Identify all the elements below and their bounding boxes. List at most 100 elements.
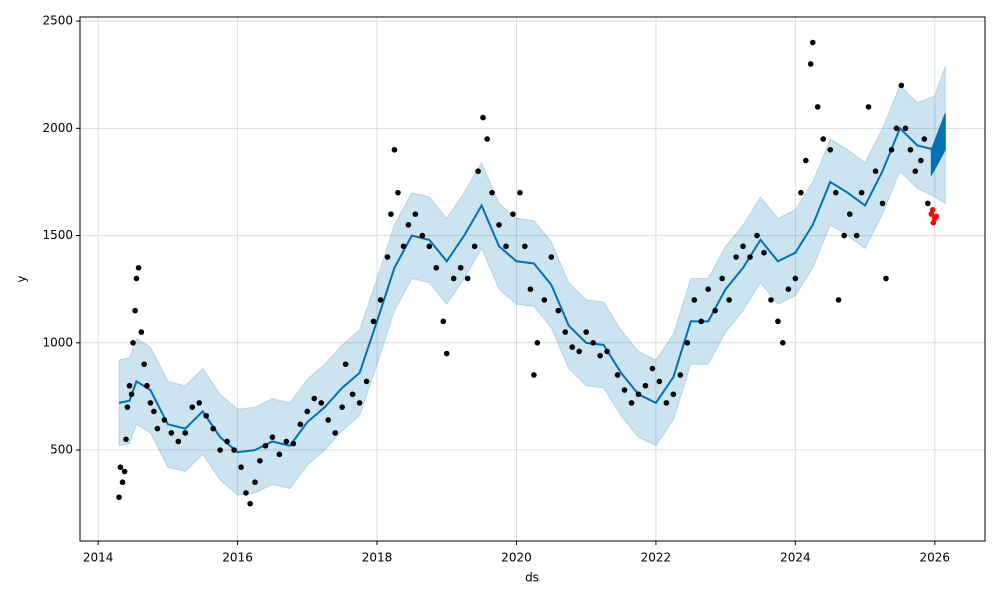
y-tick-label: 2000 bbox=[42, 121, 73, 135]
data-point bbox=[583, 329, 589, 335]
data-point bbox=[841, 232, 847, 239]
data-point bbox=[339, 404, 345, 410]
data-point bbox=[182, 430, 189, 436]
data-point bbox=[832, 189, 839, 196]
data-point bbox=[548, 254, 555, 260]
data-point bbox=[210, 425, 216, 432]
data-point bbox=[419, 232, 426, 239]
y-tick-label: 1000 bbox=[42, 335, 73, 349]
data-point bbox=[128, 391, 135, 398]
x-tick-label: 2014 bbox=[83, 551, 114, 565]
data-point bbox=[918, 157, 924, 164]
data-point bbox=[846, 211, 853, 217]
data-point bbox=[363, 378, 370, 385]
data-point bbox=[726, 297, 732, 303]
data-point bbox=[670, 391, 677, 398]
data-point bbox=[130, 340, 136, 346]
data-point bbox=[433, 264, 440, 271]
data-point bbox=[304, 408, 311, 415]
y-tick-label: 1500 bbox=[42, 228, 73, 242]
data-point bbox=[798, 189, 804, 196]
data-point bbox=[252, 479, 258, 486]
data-point bbox=[503, 243, 509, 250]
data-point bbox=[835, 297, 842, 303]
trend-line bbox=[118, 126, 946, 454]
data-point bbox=[604, 348, 610, 355]
data-point bbox=[522, 243, 528, 250]
data-point bbox=[480, 114, 486, 121]
data-point bbox=[377, 297, 384, 303]
data-point bbox=[780, 340, 786, 346]
data-point bbox=[853, 232, 860, 239]
data-point bbox=[698, 318, 705, 325]
data-point bbox=[925, 200, 931, 207]
data-point bbox=[628, 400, 635, 406]
data-point bbox=[921, 136, 928, 142]
y-axis-label: y bbox=[15, 275, 29, 282]
data-point bbox=[719, 275, 725, 282]
data-point bbox=[684, 340, 691, 346]
data-point bbox=[141, 361, 147, 368]
data-point bbox=[761, 249, 767, 256]
data-point bbox=[531, 372, 537, 378]
data-point bbox=[912, 168, 919, 175]
data-point bbox=[325, 417, 332, 423]
data-point bbox=[803, 157, 809, 164]
data-point bbox=[820, 136, 827, 142]
x-tick-label: 2024 bbox=[780, 551, 811, 565]
data-point bbox=[621, 387, 628, 393]
data-point bbox=[691, 297, 698, 303]
data-point bbox=[792, 275, 799, 282]
data-point bbox=[541, 297, 548, 303]
data-point bbox=[517, 189, 523, 196]
data-point bbox=[785, 286, 792, 292]
data-point bbox=[349, 391, 356, 398]
data-point bbox=[126, 382, 133, 389]
data-point bbox=[391, 146, 398, 153]
data-point bbox=[649, 365, 656, 372]
data-point bbox=[879, 200, 886, 207]
data-point bbox=[489, 189, 495, 196]
data-point bbox=[135, 264, 142, 271]
data-point bbox=[642, 382, 649, 389]
x-tick-label: 2022 bbox=[641, 551, 672, 565]
data-point bbox=[443, 350, 450, 357]
plot-area bbox=[80, 17, 985, 541]
data-point bbox=[297, 421, 304, 428]
data-point bbox=[154, 425, 161, 432]
data-point bbox=[827, 146, 834, 153]
data-point bbox=[898, 82, 905, 89]
data-point bbox=[663, 400, 670, 406]
data-point bbox=[471, 243, 478, 250]
data-point bbox=[733, 254, 739, 260]
data-point bbox=[768, 297, 774, 303]
data-point bbox=[888, 146, 895, 153]
data-point bbox=[635, 391, 642, 398]
data-point bbox=[342, 361, 349, 368]
data-point bbox=[740, 243, 746, 250]
data-point bbox=[865, 104, 872, 110]
data-point bbox=[318, 400, 325, 406]
data-point bbox=[597, 352, 603, 359]
plot-frame bbox=[79, 16, 986, 542]
data-point bbox=[116, 494, 122, 501]
data-point bbox=[388, 211, 394, 217]
data-point bbox=[119, 479, 126, 486]
data-point bbox=[262, 442, 269, 449]
data-point bbox=[426, 243, 433, 250]
data-point bbox=[356, 400, 363, 406]
data-point bbox=[132, 307, 138, 314]
data-point bbox=[576, 348, 583, 355]
data-point bbox=[656, 378, 663, 385]
y-tick-label: 2500 bbox=[42, 14, 73, 28]
data-point bbox=[705, 286, 712, 292]
data-point bbox=[510, 211, 516, 217]
x-axis-label: ds bbox=[525, 571, 539, 585]
data-point bbox=[217, 447, 223, 453]
x-tick-label: 2016 bbox=[222, 551, 253, 565]
forecast-area bbox=[930, 113, 946, 176]
data-point bbox=[907, 146, 914, 153]
